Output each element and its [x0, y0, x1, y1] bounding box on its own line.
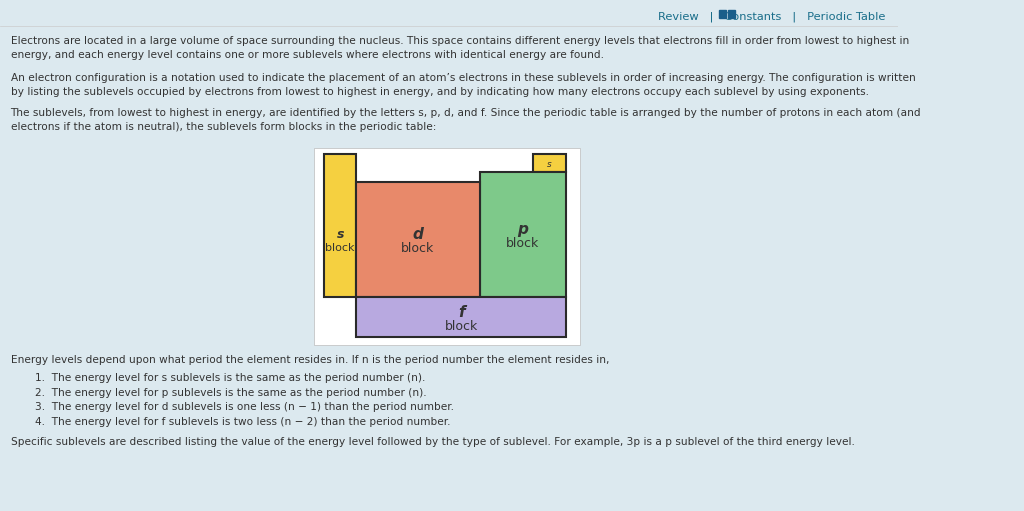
Text: d: d [413, 227, 423, 242]
Text: block: block [444, 319, 478, 333]
Text: p: p [517, 222, 528, 237]
Text: Energy levels depend upon what period the element resides in. If n is the period: Energy levels depend upon what period th… [10, 355, 609, 365]
Bar [479, 172, 566, 297]
Polygon shape [325, 154, 356, 297]
Bar [356, 182, 479, 297]
Text: 1.  The energy level for s sublevels is the same as the period number (n).: 1. The energy level for s sublevels is t… [35, 373, 425, 383]
Text: s: s [337, 228, 344, 241]
Bar [719, 10, 726, 18]
Text: Review   |   Constants   |   Periodic Table: Review | Constants | Periodic Table [658, 12, 886, 22]
Text: 3.  The energy level for d sublevels is one less (n − 1) than the period number.: 3. The energy level for d sublevels is o… [35, 402, 454, 412]
Text: The sublevels, from lowest to highest in energy, are identified by the letters s: The sublevels, from lowest to highest in… [10, 108, 922, 118]
Text: Electrons are located in a large volume of space surrounding the nucleus. This s: Electrons are located in a large volume … [10, 36, 908, 46]
Bar [313, 148, 581, 345]
Text: Specific sublevels are described listing the value of the energy level followed : Specific sublevels are described listing… [10, 437, 854, 447]
Text: block: block [326, 243, 355, 252]
Text: electrons if the atom is neutral), the sublevels form blocks in the periodic tab: electrons if the atom is neutral), the s… [10, 122, 436, 131]
Text: block: block [506, 237, 540, 250]
Bar [356, 297, 566, 337]
Text: block: block [401, 242, 434, 255]
Text: An electron configuration is a notation used to indicate the placement of an ato: An electron configuration is a notation … [10, 73, 915, 83]
Text: s: s [547, 159, 552, 169]
Text: energy, and each energy level contains one or more sublevels where electrons wit: energy, and each energy level contains o… [10, 50, 603, 59]
Text: 4.  The energy level for f sublevels is two less (n − 2) than the period number.: 4. The energy level for f sublevels is t… [35, 416, 451, 427]
Text: by listing the sublevels occupied by electrons from lowest to highest in energy,: by listing the sublevels occupied by ele… [10, 86, 868, 97]
Bar [728, 10, 735, 18]
Text: 2.  The energy level for p sublevels is the same as the period number (n).: 2. The energy level for p sublevels is t… [35, 387, 427, 398]
Bar [534, 154, 566, 172]
Text: f: f [458, 305, 465, 319]
